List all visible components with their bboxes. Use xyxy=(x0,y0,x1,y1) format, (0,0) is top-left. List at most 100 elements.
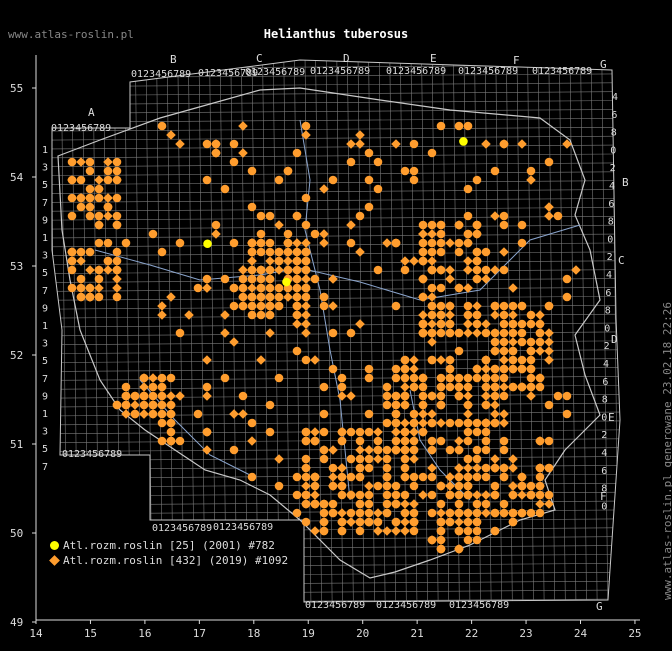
record-diamond-2019 xyxy=(544,355,554,365)
record-diamond-2019 xyxy=(94,265,104,275)
record-dot-2019 xyxy=(238,391,248,401)
record-dot-2019 xyxy=(292,301,302,311)
record-diamond-2019 xyxy=(355,319,365,329)
record-dot-2019 xyxy=(238,274,248,284)
record-dot-2019 xyxy=(409,166,419,176)
grid-line-h xyxy=(52,438,620,444)
record-dot-2019 xyxy=(112,211,122,221)
record-dot-2019 xyxy=(256,274,266,284)
record-dot-2019 xyxy=(274,481,284,491)
record-diamond-2019 xyxy=(373,526,383,536)
record-dot-2019 xyxy=(490,166,500,176)
record-dot-2019 xyxy=(76,283,86,293)
record-dot-2019 xyxy=(427,472,437,482)
record-dot-2019 xyxy=(76,175,86,185)
record-diamond-2019 xyxy=(481,508,491,518)
record-dot-2019 xyxy=(220,184,230,194)
record-dot-2019 xyxy=(427,148,437,158)
record-dot-2019 xyxy=(346,238,356,248)
y-tick-label: 52 xyxy=(10,349,23,362)
record-diamond-2019 xyxy=(427,409,437,419)
record-diamond-2019 xyxy=(139,409,149,419)
record-dot-2019 xyxy=(373,184,383,194)
record-diamond-2019 xyxy=(283,292,293,302)
record-diamond-2019 xyxy=(337,463,347,473)
record-dot-2019 xyxy=(400,454,410,464)
record-diamond-2019 xyxy=(427,319,437,329)
record-dot-2019 xyxy=(85,184,95,194)
grid-line-h xyxy=(52,456,620,461)
record-diamond-2019 xyxy=(157,301,167,311)
record-dot-2019 xyxy=(472,220,482,230)
grid-digits-top: 0123456789 xyxy=(310,66,370,77)
record-dot-2019 xyxy=(499,499,509,509)
map-title: Helianthus tuberosus xyxy=(263,27,409,41)
record-dot-2019 xyxy=(364,373,374,383)
record-dot-2019 xyxy=(526,373,536,383)
record-dot-2019 xyxy=(265,301,275,311)
record-dot-2019 xyxy=(418,256,428,266)
site-url[interactable]: www.atlas-roslin.pl xyxy=(8,28,134,41)
record-dot-2019 xyxy=(139,400,149,410)
record-diamond-2019 xyxy=(157,400,167,410)
record-dot-2019 xyxy=(175,328,185,338)
record-dot-2019 xyxy=(454,481,464,491)
record-diamond-2019 xyxy=(139,382,149,392)
record-diamond-2019 xyxy=(400,436,410,446)
legend-item-2019: Atl.rozm.roslin [432] (2019) #1092 xyxy=(49,553,288,568)
record-dot-2019 xyxy=(319,526,329,536)
grid-line-v xyxy=(135,60,142,602)
record-diamond-2019 xyxy=(481,490,491,500)
record-dot-2019 xyxy=(103,256,113,266)
record-dot-2019 xyxy=(409,373,419,383)
record-diamond-2019 xyxy=(301,238,311,248)
record-dot-2019 xyxy=(400,427,410,437)
record-dot-2019 xyxy=(517,508,527,518)
record-dot-2019 xyxy=(526,364,536,374)
record-dot-2019 xyxy=(508,364,518,374)
river-line xyxy=(94,224,581,301)
record-dot-2019 xyxy=(472,274,482,284)
record-dot-2019 xyxy=(454,238,464,248)
record-dot-2019 xyxy=(535,337,545,347)
record-dot-2019 xyxy=(517,319,527,329)
record-dot-2019 xyxy=(400,472,410,482)
record-diamond-2019 xyxy=(94,175,104,185)
grid-line-h xyxy=(52,589,620,595)
record-diamond-2019 xyxy=(256,301,266,311)
record-diamond-2019 xyxy=(301,130,311,140)
record-dot-2019 xyxy=(409,517,419,527)
record-diamond-2019 xyxy=(499,337,509,347)
record-dot-2019 xyxy=(481,400,491,410)
grid-letter-a: A xyxy=(88,106,95,119)
record-diamond-2019 xyxy=(76,157,86,167)
record-dot-2019 xyxy=(121,382,131,392)
record-dot-2019 xyxy=(454,499,464,509)
record-dot-2019 xyxy=(103,166,113,176)
record-diamond-2019 xyxy=(490,346,500,356)
record-dot-2019 xyxy=(526,319,536,329)
record-dot-2019 xyxy=(166,427,176,437)
record-diamond-2019 xyxy=(364,445,374,455)
grid-line-v xyxy=(71,60,79,602)
record-diamond-2019 xyxy=(364,481,374,491)
record-dot-2019 xyxy=(436,319,446,329)
record-dot-2019 xyxy=(490,418,500,428)
record-dot-2019 xyxy=(517,328,527,338)
record-dot-2019 xyxy=(301,256,311,266)
grid-line-v xyxy=(378,60,386,602)
record-dot-2019 xyxy=(445,364,455,374)
record-dot-2019 xyxy=(544,301,554,311)
record-dot-2019 xyxy=(202,175,212,185)
record-diamond-2019 xyxy=(526,391,536,401)
record-dot-2019 xyxy=(517,472,527,482)
record-dot-2019 xyxy=(553,211,563,221)
record-diamond-2019 xyxy=(220,328,230,338)
record-diamond-2019 xyxy=(256,355,266,365)
record-diamond-2019 xyxy=(112,274,122,284)
record-dot-2019 xyxy=(463,472,473,482)
record-diamond-2019 xyxy=(121,409,131,419)
record-dot-2019 xyxy=(346,328,356,338)
record-dot-2019 xyxy=(400,355,410,365)
record-diamond-2019 xyxy=(436,508,446,518)
